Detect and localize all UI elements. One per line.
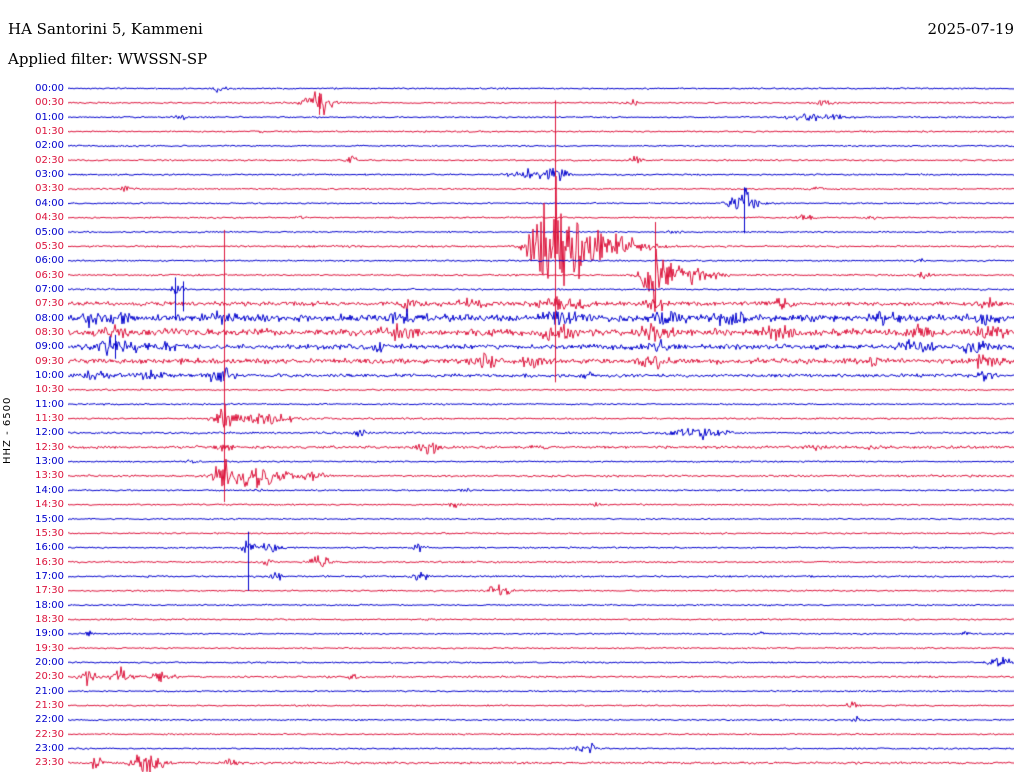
trace-time-label: 06:00	[35, 255, 64, 267]
trace-time-label: 19:30	[35, 642, 64, 654]
trace-time-label: 02:00	[35, 140, 64, 152]
trace-time-label: 08:30	[35, 326, 64, 338]
record-date: 2025-07-19	[927, 20, 1014, 38]
trace-time-label: 19:00	[35, 628, 64, 640]
trace-time-label: 03:00	[35, 169, 64, 181]
trace-time-label: 23:30	[35, 757, 64, 769]
trace-time-label: 09:30	[35, 355, 64, 367]
trace-time-label: 21:30	[35, 700, 64, 712]
trace-time-label: 23:00	[35, 743, 64, 755]
station-title: HA Santorini 5, Kammeni	[8, 20, 203, 38]
trace-time-label: 00:30	[35, 97, 64, 109]
trace-time-label: 16:00	[35, 542, 64, 554]
trace-time-label: 13:00	[35, 456, 64, 468]
filter-label: Applied filter: WWSSN-SP	[8, 50, 208, 68]
trace-time-label: 09:00	[35, 341, 64, 353]
trace-time-label: 20:00	[35, 657, 64, 668]
trace-time-label: 22:30	[35, 728, 64, 740]
trace-time-label: 11:30	[35, 413, 64, 425]
trace-time-label: 10:30	[35, 384, 64, 396]
trace-time-label: 02:30	[35, 154, 64, 166]
trace-time-label: 07:00	[35, 283, 64, 295]
trace-time-label: 15:30	[35, 527, 64, 539]
trace-time-label: 16:30	[35, 556, 64, 568]
trace-time-label: 20:30	[35, 671, 64, 683]
trace-time-label: 14:00	[35, 484, 64, 496]
trace-time-label: 17:30	[35, 585, 64, 597]
trace-time-label: 22:00	[35, 714, 64, 726]
trace-time-label: 11:00	[35, 398, 64, 410]
trace-time-label: 01:30	[35, 126, 64, 138]
channel-axis-label: HHZ - 6500	[2, 396, 13, 464]
trace-time-label: 07:30	[35, 298, 64, 310]
trace-time-label: 15:00	[35, 513, 64, 525]
trace-time-label: 18:30	[35, 613, 64, 625]
trace-time-label: 04:30	[35, 212, 64, 224]
trace-time-label: 05:30	[35, 240, 64, 252]
trace-time-label: 04:00	[35, 197, 64, 209]
trace-time-label: 05:00	[35, 226, 64, 238]
trace-time-label: 03:30	[35, 183, 64, 195]
trace-time-label: 17:00	[35, 570, 64, 582]
helicorder-canvas	[68, 80, 1014, 772]
trace-time-label: 21:00	[35, 685, 64, 697]
trace-time-label: 18:00	[35, 599, 64, 611]
trace-time-label: 13:30	[35, 470, 64, 482]
time-labels: 00:00 00:30 01:00 01:30 02:00 02:30 03:00 03:30…	[26, 0, 64, 780]
trace-time-label: 12:30	[35, 441, 64, 453]
trace-time-label: 08:00	[35, 312, 64, 324]
trace-time-label: 14:30	[35, 499, 64, 511]
trace-time-label: 06:30	[35, 269, 64, 281]
trace-time-label: 00:00	[35, 83, 64, 94]
trace-time-label: 10:00	[35, 370, 64, 381]
trace-time-label: 01:00	[35, 111, 64, 123]
trace-time-label: 12:00	[35, 427, 64, 439]
